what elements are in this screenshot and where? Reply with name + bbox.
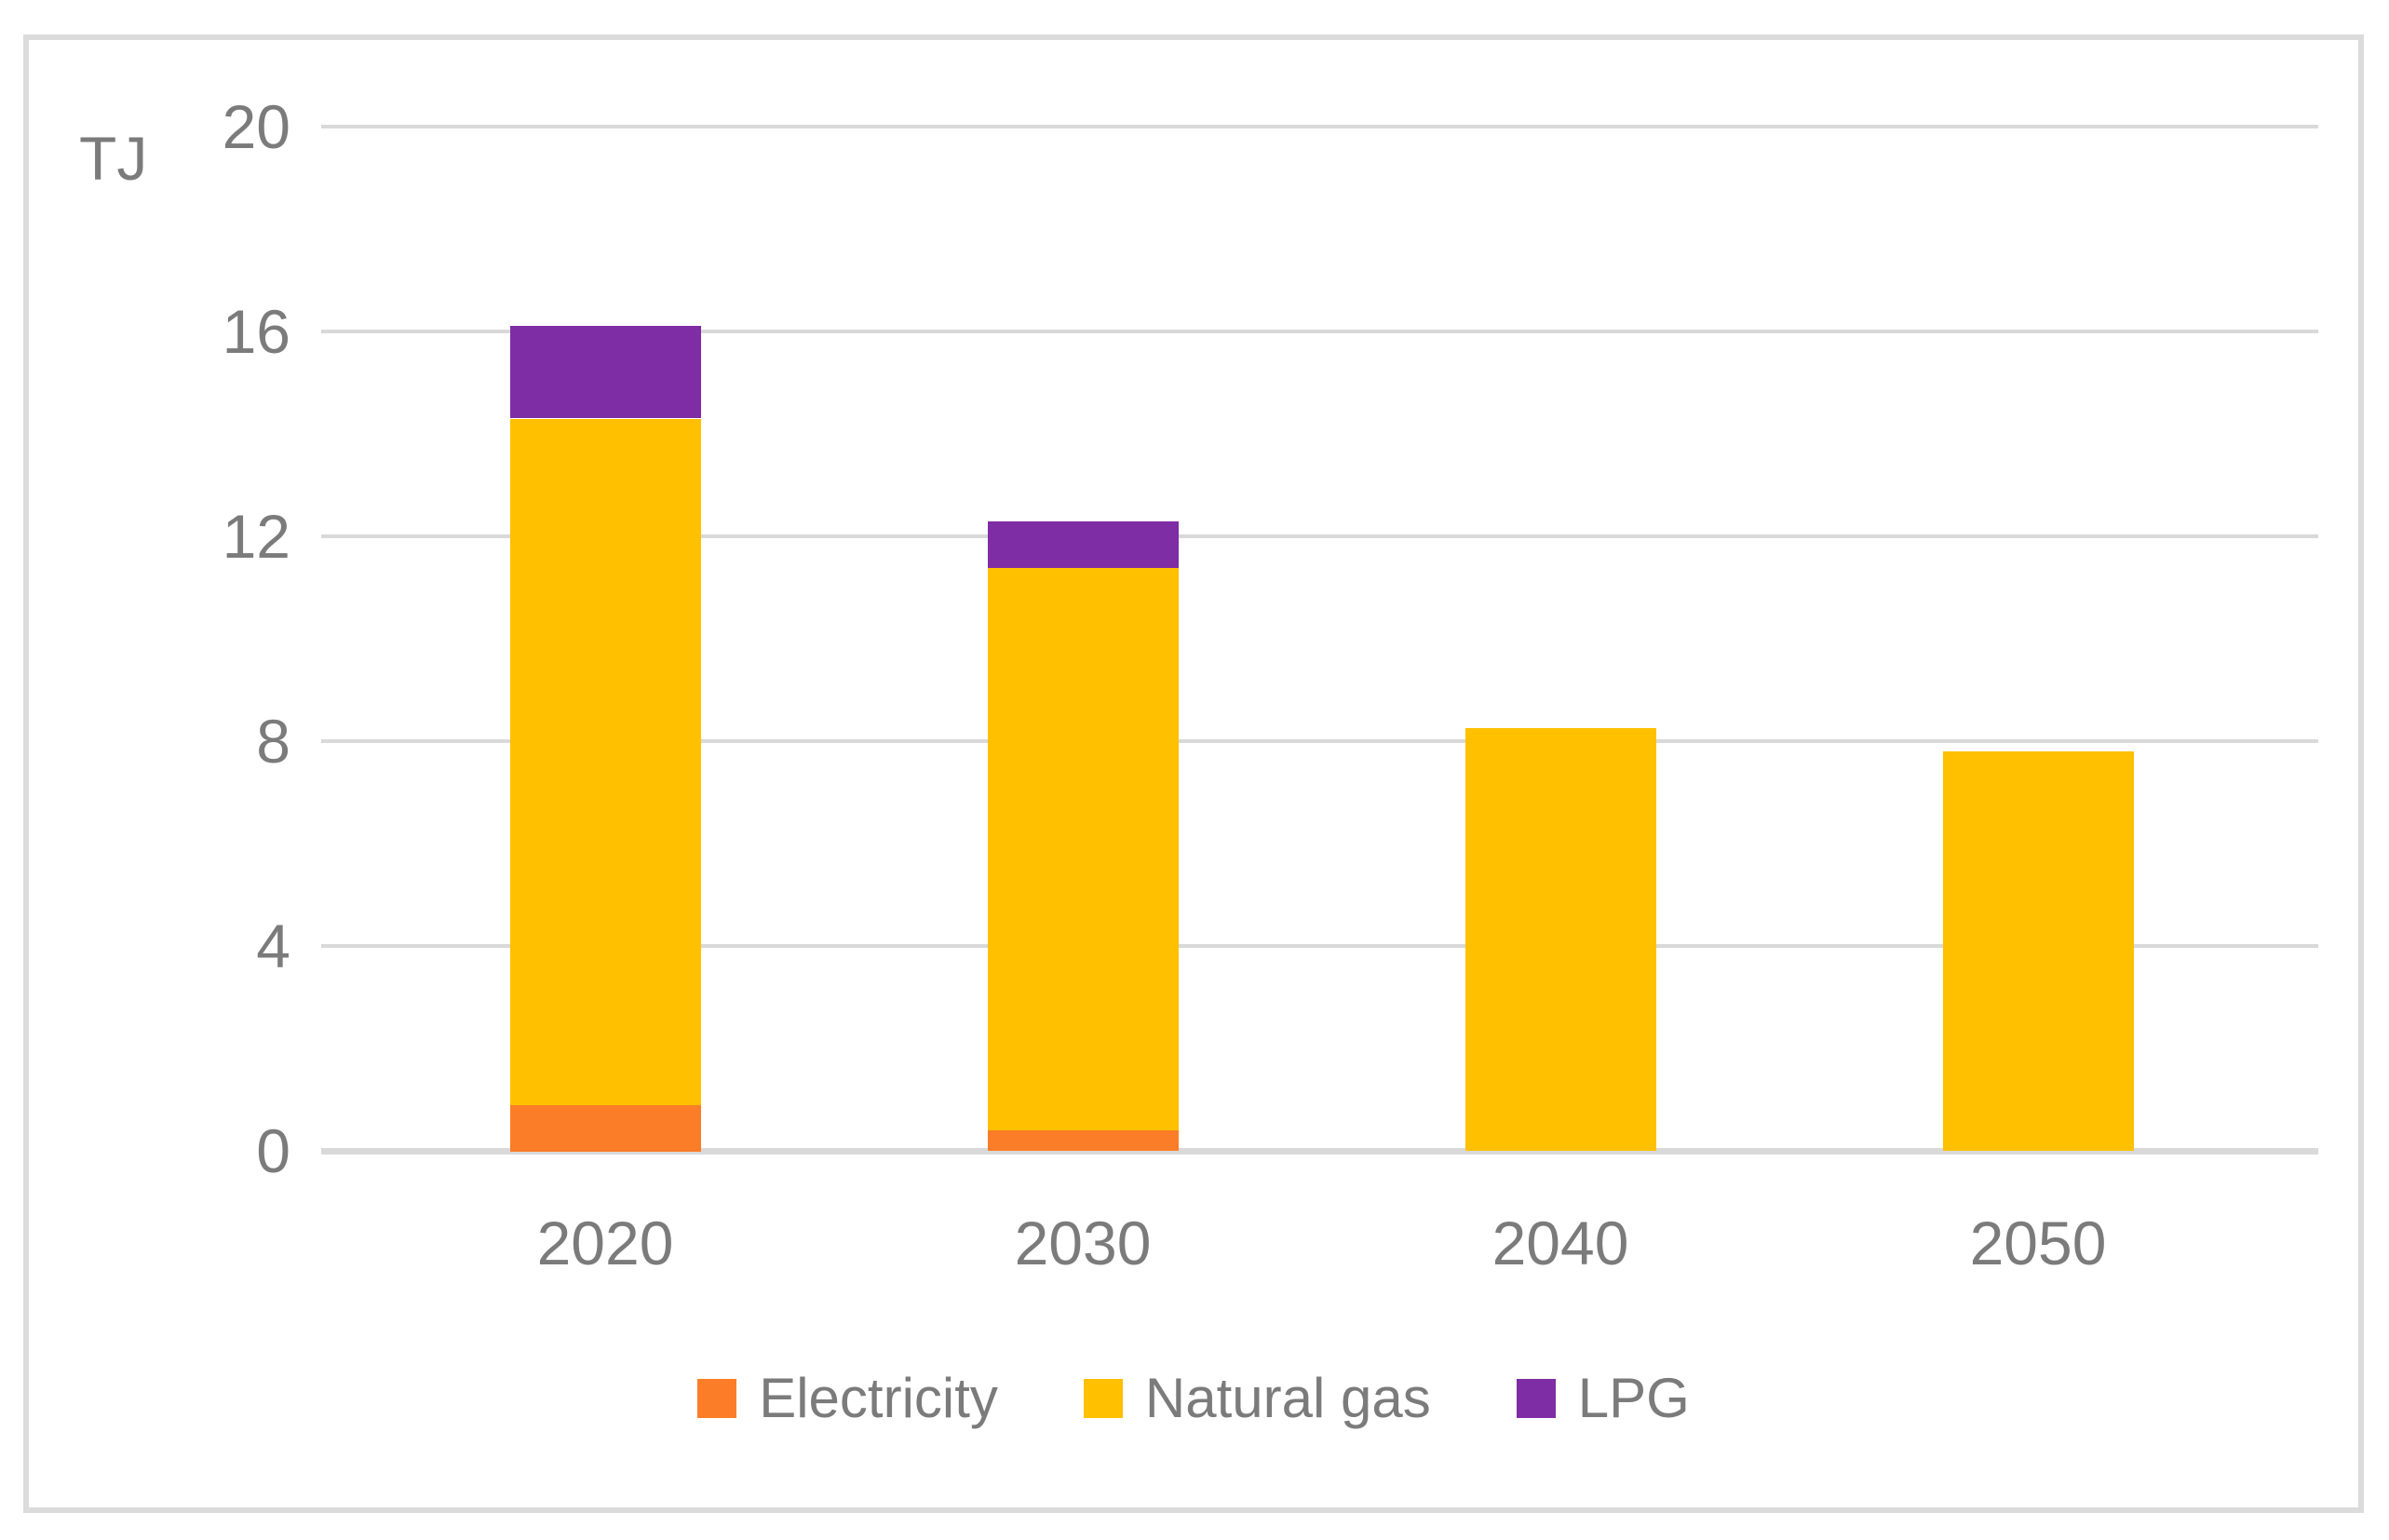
- legend-swatch-electricity: [697, 1379, 737, 1418]
- y-tick-label-0: 0: [256, 1116, 290, 1185]
- y-tick-label-4: 4: [256, 912, 290, 980]
- y-tick-label-12: 12: [222, 502, 290, 571]
- y-axis-unit-label: TJ: [79, 124, 148, 193]
- bar-segment-2030-natural-gas: [988, 567, 1179, 1130]
- gridline-y12: [321, 534, 2318, 538]
- legend-label-lpg: LPG: [1577, 1367, 1690, 1429]
- x-axis-label-2050: 2050: [1969, 1209, 2107, 1277]
- legend-swatch-natural-gas: [1083, 1379, 1123, 1418]
- bar-segment-2030-lpg: [988, 521, 1179, 568]
- legend-item-electricity: Electricity: [697, 1371, 998, 1426]
- bar-segment-2020-lpg: [510, 326, 701, 418]
- y-tick-label-20: 20: [222, 92, 290, 161]
- x-axis-label-2020: 2020: [536, 1209, 674, 1277]
- chart-legend: Electricity Natural gas LPG: [29, 1371, 2358, 1426]
- legend-label-electricity: Electricity: [759, 1367, 998, 1429]
- x-axis-label-2030: 2030: [1014, 1209, 1152, 1277]
- x-axis-label-2040: 2040: [1491, 1209, 1629, 1277]
- bar-segment-2030-electricity: [988, 1130, 1179, 1151]
- x-axis-line: [321, 1148, 2318, 1155]
- legend-item-lpg: LPG: [1516, 1367, 1690, 1429]
- y-tick-label-8: 8: [256, 707, 290, 776]
- gridline-y4: [321, 944, 2318, 948]
- gridline-y16: [321, 330, 2318, 333]
- bar-segment-2020-electricity: [510, 1105, 701, 1152]
- gridline-y20: [321, 125, 2318, 128]
- legend-label-natural-gas: Natural gas: [1144, 1367, 1431, 1429]
- bar-segment-2040-natural-gas: [1465, 728, 1656, 1151]
- y-tick-label-16: 16: [222, 297, 290, 366]
- bar-segment-2050-natural-gas: [1943, 751, 2134, 1151]
- legend-item-natural-gas: Natural gas: [1083, 1367, 1431, 1429]
- legend-swatch-lpg: [1516, 1379, 1556, 1418]
- gridline-y8: [321, 739, 2318, 743]
- bar-segment-2020-natural-gas: [510, 419, 701, 1105]
